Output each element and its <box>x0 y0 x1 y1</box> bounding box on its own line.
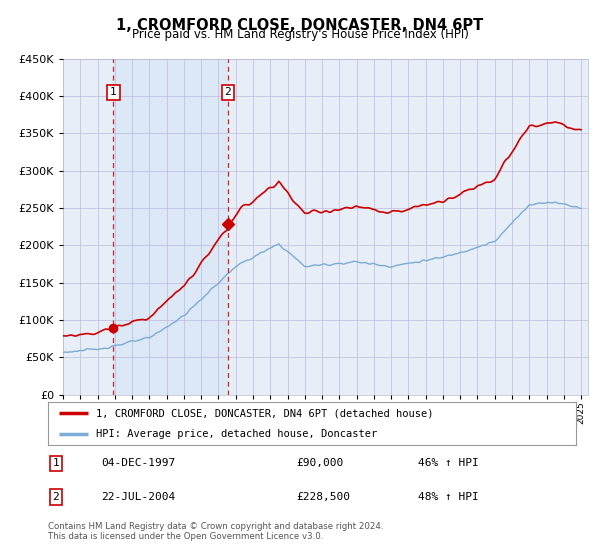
Text: 2: 2 <box>224 87 231 97</box>
Text: 48% ↑ HPI: 48% ↑ HPI <box>418 492 478 502</box>
Text: 1: 1 <box>110 87 117 97</box>
Text: £90,000: £90,000 <box>296 459 343 468</box>
Text: 46% ↑ HPI: 46% ↑ HPI <box>418 459 478 468</box>
Text: £228,500: £228,500 <box>296 492 350 502</box>
Text: 1: 1 <box>53 459 59 468</box>
Text: 2: 2 <box>53 492 59 502</box>
Text: Contains HM Land Registry data © Crown copyright and database right 2024.
This d: Contains HM Land Registry data © Crown c… <box>48 522 383 542</box>
Bar <box>113 59 228 395</box>
Text: 1, CROMFORD CLOSE, DONCASTER, DN4 6PT: 1, CROMFORD CLOSE, DONCASTER, DN4 6PT <box>116 18 484 33</box>
Text: Price paid vs. HM Land Registry's House Price Index (HPI): Price paid vs. HM Land Registry's House … <box>131 28 469 41</box>
Text: 04-DEC-1997: 04-DEC-1997 <box>101 459 175 468</box>
Text: 22-JUL-2004: 22-JUL-2004 <box>101 492 175 502</box>
Text: 1, CROMFORD CLOSE, DONCASTER, DN4 6PT (detached house): 1, CROMFORD CLOSE, DONCASTER, DN4 6PT (d… <box>95 408 433 418</box>
Text: HPI: Average price, detached house, Doncaster: HPI: Average price, detached house, Donc… <box>95 430 377 439</box>
